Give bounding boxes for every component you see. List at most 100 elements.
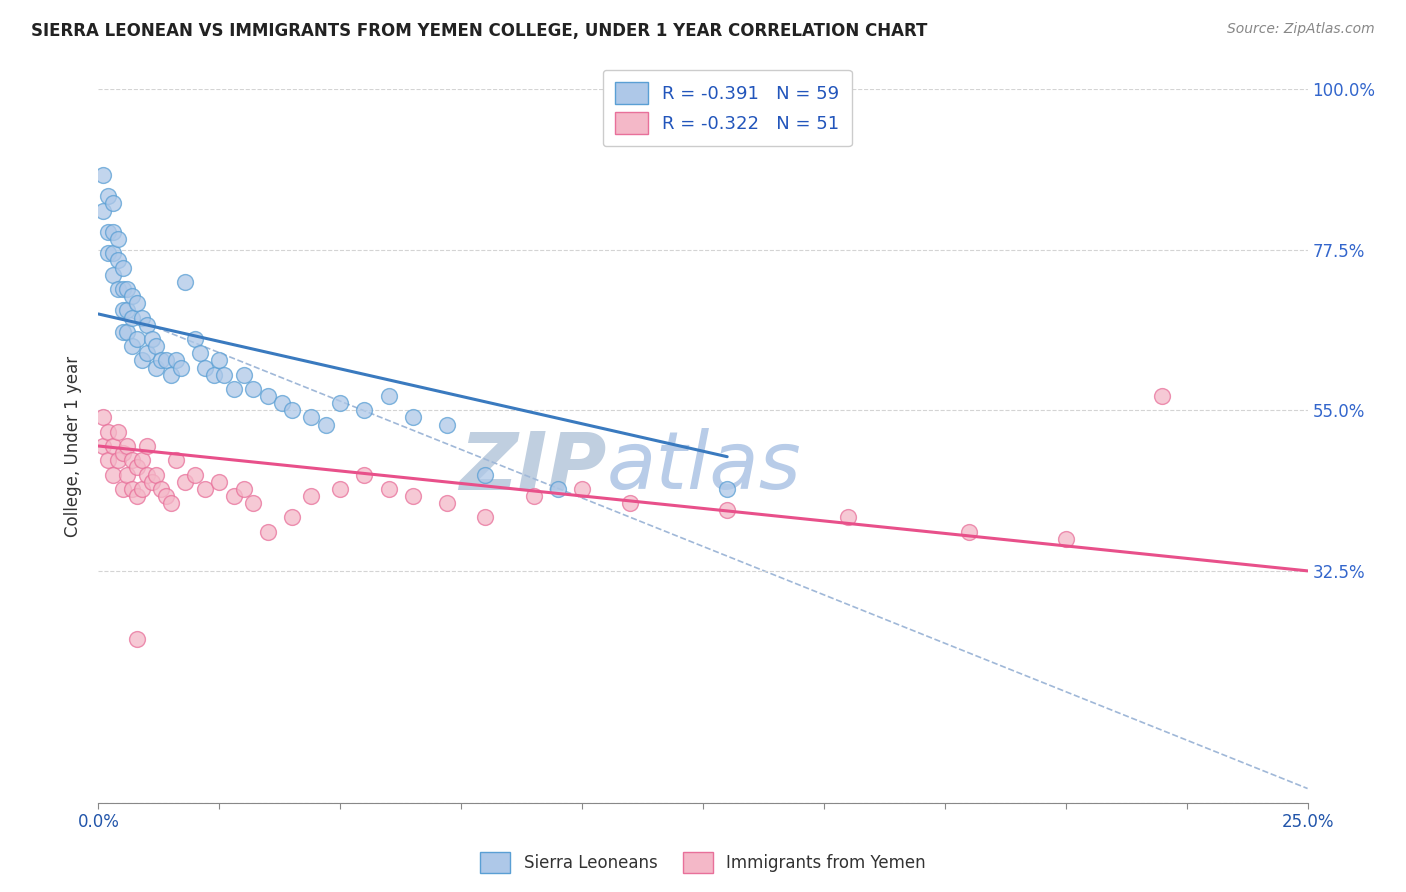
Legend: Sierra Leoneans, Immigrants from Yemen: Sierra Leoneans, Immigrants from Yemen — [474, 846, 932, 880]
Point — [117, 325, 139, 339]
Point — [101, 268, 124, 282]
Point — [107, 232, 129, 246]
Point — [111, 446, 134, 460]
Point — [716, 482, 738, 496]
Point — [127, 296, 149, 310]
Point — [281, 510, 304, 524]
Point — [160, 368, 183, 382]
Point — [141, 475, 163, 489]
Point — [547, 482, 569, 496]
Point — [107, 253, 129, 268]
Point — [91, 168, 114, 182]
Point — [402, 410, 425, 425]
Point — [145, 339, 167, 353]
Point — [329, 482, 352, 496]
Point — [150, 353, 173, 368]
Point — [315, 417, 337, 432]
Point — [1152, 389, 1174, 403]
Point — [194, 482, 217, 496]
Point — [402, 489, 425, 503]
Point — [135, 318, 157, 332]
Point — [353, 403, 375, 417]
Point — [474, 510, 496, 524]
Point — [329, 396, 352, 410]
Point — [212, 368, 235, 382]
Point — [97, 246, 120, 260]
Point — [101, 439, 124, 453]
Point — [155, 489, 177, 503]
Point — [131, 453, 153, 467]
Point — [131, 482, 153, 496]
Point — [204, 368, 226, 382]
Point — [107, 453, 129, 467]
Point — [281, 403, 304, 417]
Point — [150, 482, 173, 496]
Point — [117, 467, 139, 482]
Point — [188, 346, 211, 360]
Point — [232, 368, 254, 382]
Point — [145, 467, 167, 482]
Point — [101, 246, 124, 260]
Point — [256, 524, 278, 539]
Point — [121, 339, 143, 353]
Point — [436, 496, 458, 510]
Point — [174, 275, 197, 289]
Text: Source: ZipAtlas.com: Source: ZipAtlas.com — [1227, 22, 1375, 37]
Point — [121, 310, 143, 325]
Point — [271, 396, 294, 410]
Point — [222, 489, 245, 503]
Point — [242, 496, 264, 510]
Point — [184, 332, 207, 346]
Point — [957, 524, 980, 539]
Point — [1054, 532, 1077, 546]
Point — [155, 353, 177, 368]
Point — [131, 353, 153, 368]
Point — [377, 482, 399, 496]
Point — [145, 360, 167, 375]
Point — [117, 303, 139, 318]
Point — [169, 360, 191, 375]
Point — [222, 382, 245, 396]
Point — [141, 332, 163, 346]
Point — [111, 303, 134, 318]
Point — [135, 467, 157, 482]
Point — [117, 439, 139, 453]
Point — [127, 332, 149, 346]
Point — [121, 453, 143, 467]
Point — [165, 453, 187, 467]
Point — [474, 467, 496, 482]
Point — [165, 353, 187, 368]
Point — [111, 325, 134, 339]
Y-axis label: College, Under 1 year: College, Under 1 year — [65, 355, 83, 537]
Point — [97, 453, 120, 467]
Point — [97, 425, 120, 439]
Point — [194, 360, 217, 375]
Point — [91, 439, 114, 453]
Point — [111, 260, 134, 275]
Point — [135, 439, 157, 453]
Point — [107, 282, 129, 296]
Point — [97, 189, 120, 203]
Point — [256, 389, 278, 403]
Point — [101, 467, 124, 482]
Point — [174, 475, 197, 489]
Point — [353, 467, 375, 482]
Point — [127, 632, 149, 646]
Point — [91, 410, 114, 425]
Point — [131, 310, 153, 325]
Point — [97, 225, 120, 239]
Point — [101, 196, 124, 211]
Point — [716, 503, 738, 517]
Legend: R = -0.391   N = 59, R = -0.322   N = 51: R = -0.391 N = 59, R = -0.322 N = 51 — [603, 70, 852, 146]
Point — [111, 482, 134, 496]
Point — [127, 460, 149, 475]
Point — [436, 417, 458, 432]
Text: SIERRA LEONEAN VS IMMIGRANTS FROM YEMEN COLLEGE, UNDER 1 YEAR CORRELATION CHART: SIERRA LEONEAN VS IMMIGRANTS FROM YEMEN … — [31, 22, 928, 40]
Point — [232, 482, 254, 496]
Point — [101, 225, 124, 239]
Point — [107, 425, 129, 439]
Point — [523, 489, 546, 503]
Point — [121, 289, 143, 303]
Point — [208, 475, 231, 489]
Point — [127, 489, 149, 503]
